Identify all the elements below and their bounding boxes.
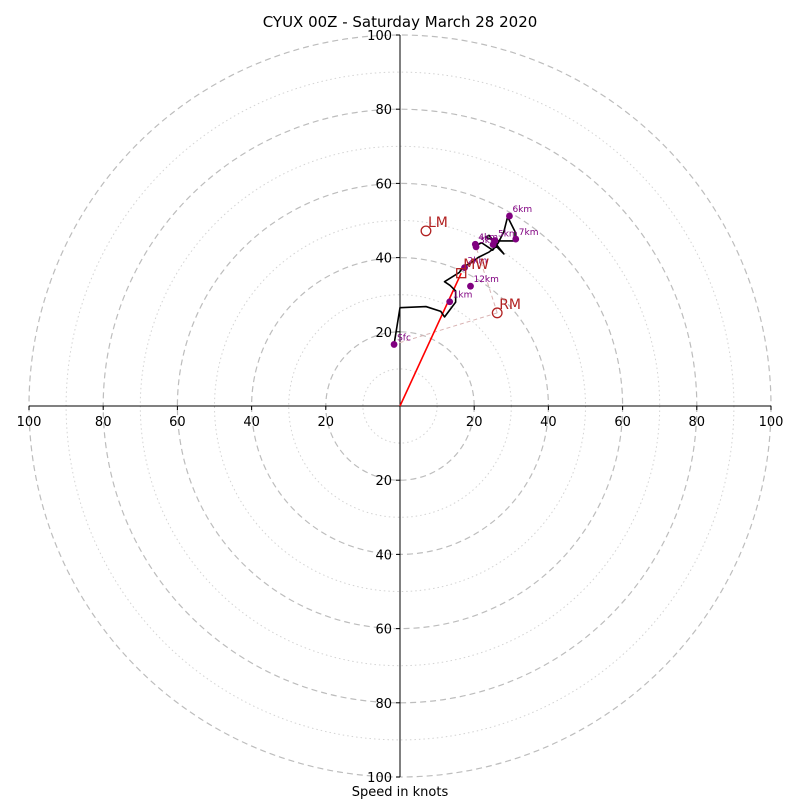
helicity-line	[393, 312, 498, 345]
level-label: 12km	[473, 275, 498, 285]
level-label: 6km	[512, 205, 532, 215]
y-tick-label: 20	[375, 474, 392, 489]
level-label: 2km	[468, 257, 488, 267]
level-point	[467, 282, 474, 290]
level-point	[489, 241, 497, 249]
level-label: 7km	[519, 228, 539, 238]
y-tick-label: 40	[375, 252, 392, 267]
x-tick-label: 20	[318, 415, 335, 430]
hodograph-line	[393, 215, 516, 345]
level-label: 4km	[478, 233, 498, 243]
storm-motion-markers: LM RM MW	[420, 215, 521, 319]
y-tick-label: 20	[375, 326, 392, 341]
level-label: 5km	[498, 230, 518, 240]
x-axis-label: Speed in knots	[352, 785, 449, 800]
tick-labels: 100 80 60 40 20 20 40 60 80 100 100 80 60 40 20 20 40 60 8…	[17, 29, 784, 786]
level-label: Sfc	[397, 333, 411, 343]
storm-motion-marker	[420, 225, 432, 237]
mean-vector-line	[399, 272, 462, 407]
level-label: 3km	[479, 236, 499, 246]
level-point	[446, 298, 454, 306]
y-tick-label: 100	[367, 29, 392, 44]
storm-motion-label: MW	[463, 257, 489, 273]
level-point	[390, 341, 398, 348]
x-tick-label: 40	[540, 415, 557, 430]
level-point	[512, 235, 520, 243]
level-point	[506, 212, 513, 220]
y-tick-label: 100	[367, 771, 392, 786]
hodograph-trace	[393, 215, 516, 345]
chart-title: CYUX 00Z - Saturday March 28 2020	[263, 13, 538, 31]
x-tick-label: 80	[689, 415, 706, 430]
x-tick-label: 100	[759, 415, 784, 430]
x-tick-label: 40	[243, 415, 260, 430]
storm-motion-label: LM	[428, 215, 448, 231]
y-tick-label: 60	[375, 623, 392, 638]
mean-wind-marker	[456, 268, 467, 279]
storm-motion-label: RM	[499, 297, 521, 313]
mean-wind-vector	[399, 272, 462, 407]
y-tick-label: 40	[375, 548, 392, 563]
x-tick-label: 60	[169, 415, 186, 430]
storm-motion-marker	[491, 307, 503, 319]
x-tick-label: 100	[17, 415, 42, 430]
y-tick-label: 80	[375, 103, 392, 118]
helicity-line	[475, 246, 498, 314]
x-tick-label: 20	[466, 415, 483, 430]
y-tick-label: 60	[375, 177, 392, 192]
y-tick-label: 80	[375, 697, 392, 712]
x-tick-label: 80	[95, 415, 112, 430]
level-label: 1km	[453, 291, 473, 301]
level-point	[471, 240, 479, 248]
helicity-region	[393, 246, 498, 345]
x-tick-label: 60	[614, 415, 631, 430]
